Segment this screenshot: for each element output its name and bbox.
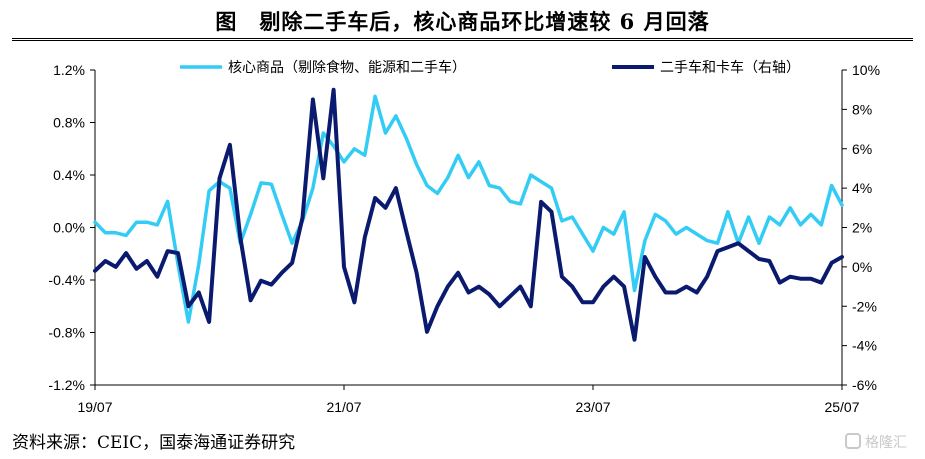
right-tick-label: -4% [852, 338, 877, 354]
right-tick-label: -2% [852, 298, 877, 314]
watermark: 格隆汇 [845, 432, 907, 452]
watermark-text: 格隆汇 [865, 435, 907, 451]
left-tick-label: -0.4% [48, 272, 85, 288]
x-axis: 19/07 21/07 23/07 25/07 [77, 384, 860, 415]
legend-label-core-goods: 核心商品（剔除食物、能源和二手车） [228, 59, 466, 76]
series-line-core-goods [93, 94, 844, 324]
title-area: 图 剔除二手车后，核心商品环比增速较 6 月回落 [0, 0, 925, 41]
x-tick-label: 21/07 [326, 399, 361, 415]
right-tick-label: 8% [852, 101, 872, 117]
right-tick-label: 4% [852, 180, 872, 196]
source-note: 资料来源：CEIC，国泰海通证券研究 [12, 433, 296, 453]
series-layer [93, 87, 844, 342]
series-line-used-cars [93, 87, 844, 342]
left-tick-label: -0.8% [48, 325, 85, 341]
x-tick-label: 19/07 [77, 399, 112, 415]
left-tick-label: 1.2% [53, 62, 85, 78]
left-tick-label: 0.8% [53, 115, 85, 131]
right-tick-label: 2% [852, 220, 872, 236]
right-tick-label: 10% [852, 62, 880, 78]
title-divider-line [12, 38, 913, 39]
left-tick-label: 0.0% [53, 220, 85, 236]
right-y-axis: 10% 8% 6% 4% 2% 0% -2% -4% -6% [841, 62, 880, 393]
legend: 核心商品（剔除食物、能源和二手车） 二手车和卡车（右轴） [180, 59, 800, 76]
x-tick-label: 25/07 [824, 399, 859, 415]
left-y-axis: 1.2% 0.8% 0.4% 0.0% -0.4% -0.8% -1.2% [48, 62, 96, 393]
right-tick-label: 6% [852, 141, 872, 157]
left-tick-label: 0.4% [53, 167, 85, 183]
x-tick-label: 23/07 [575, 399, 610, 415]
title-divider-line-2 [12, 40, 913, 41]
legend-label-used-cars: 二手车和卡车（右轴） [660, 59, 800, 76]
chart-title: 图 剔除二手车后，核心商品环比增速较 6 月回落 [215, 9, 710, 34]
right-tick-label: -6% [852, 377, 877, 393]
chart: 1.2% 0.8% 0.4% 0.0% -0.4% -0.8% -1.2% 10% 8% 6% 4… [48, 59, 880, 415]
left-tick-label: -1.2% [48, 377, 85, 393]
right-tick-label: 0% [852, 259, 872, 275]
watermark-logo-icon [845, 433, 861, 449]
